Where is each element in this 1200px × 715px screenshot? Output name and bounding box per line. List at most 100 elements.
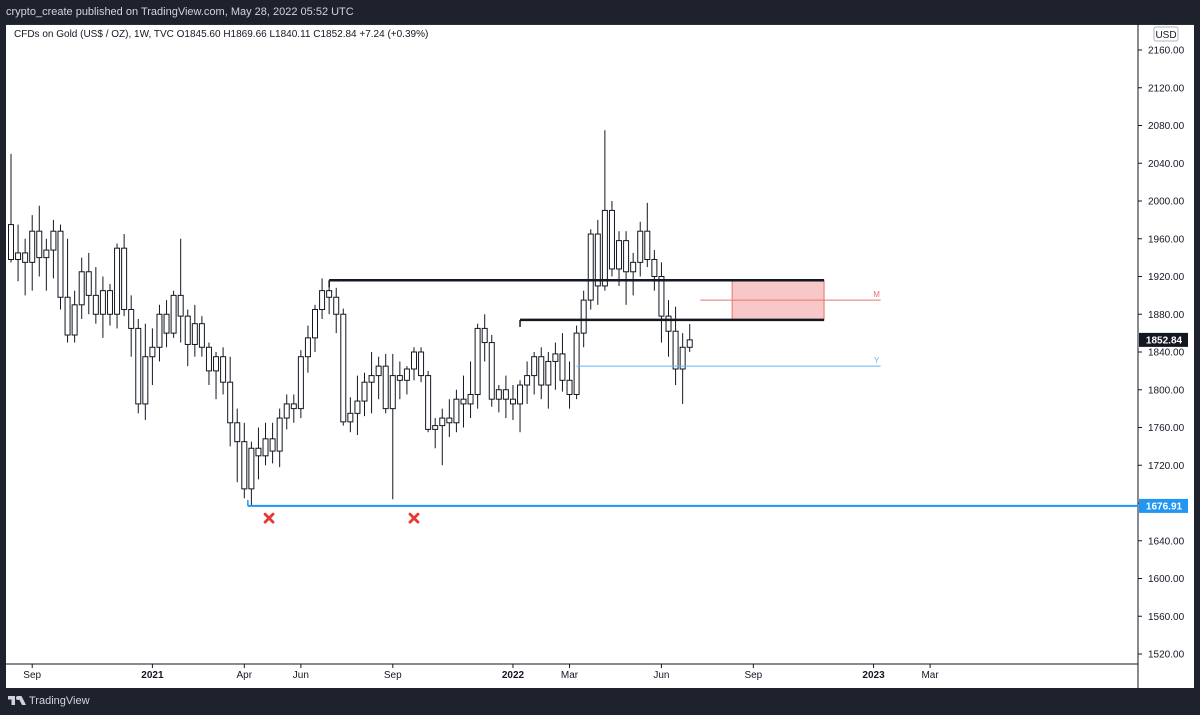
- candle-body: [290, 403, 297, 410]
- y-tick-label: 2080.00: [1148, 121, 1185, 132]
- candle-body: [57, 230, 64, 298]
- y-tick-label: 1920.00: [1148, 272, 1185, 283]
- candle: [276, 408, 283, 468]
- candle-body: [396, 375, 403, 381]
- candle-body: [156, 313, 163, 348]
- candle-body: [142, 356, 149, 405]
- candle: [361, 372, 368, 417]
- candle-body: [410, 351, 417, 370]
- x-tick-label: 2022: [502, 670, 525, 681]
- candle: [509, 385, 516, 420]
- footer-bar: TradingView: [0, 688, 1200, 715]
- candle: [665, 300, 672, 357]
- candle-body: [403, 368, 410, 381]
- candle: [213, 352, 220, 400]
- candle: [425, 370, 432, 433]
- y-tick-label: 1520.00: [1148, 650, 1185, 661]
- candle: [616, 231, 623, 286]
- candle-body: [262, 438, 269, 457]
- candle: [418, 347, 425, 383]
- candle: [340, 308, 347, 426]
- candle-body: [50, 230, 57, 251]
- candle: [297, 350, 304, 419]
- x-tick-label: Jun: [293, 670, 309, 681]
- candle: [227, 356, 234, 447]
- candle: [312, 304, 319, 352]
- candle-body: [531, 356, 538, 377]
- candle-body: [326, 290, 333, 298]
- candle: [651, 250, 658, 291]
- cross-mark-icon: [263, 512, 275, 524]
- candle-body: [679, 346, 686, 370]
- candle: [106, 284, 113, 326]
- candle-body: [495, 389, 502, 400]
- candle-body: [665, 315, 672, 332]
- candle: [587, 229, 594, 310]
- y-tick-label: 1960.00: [1148, 234, 1185, 245]
- y-tick-label: 1600.00: [1148, 574, 1185, 585]
- candle: [22, 238, 29, 296]
- candle: [594, 219, 601, 305]
- candle-body: [36, 230, 43, 259]
- currency-badge[interactable]: [1153, 26, 1179, 42]
- candle: [396, 361, 403, 400]
- candle: [319, 278, 326, 319]
- candle-body: [637, 230, 644, 263]
- candle-body: [467, 393, 474, 405]
- candle-body: [439, 417, 446, 427]
- candle-body: [672, 330, 679, 370]
- y-tick-label: 1800.00: [1148, 385, 1185, 396]
- candle-body: [149, 346, 156, 358]
- candle-body: [78, 271, 85, 306]
- candle-body: [312, 309, 319, 339]
- candle: [644, 202, 651, 268]
- candle: [333, 287, 340, 334]
- candle: [142, 323, 149, 420]
- candle: [177, 238, 184, 343]
- candle-body: [8, 224, 14, 261]
- candle-body: [22, 252, 29, 263]
- candle: [43, 238, 50, 291]
- candle: [552, 342, 559, 390]
- midline-m-label: M: [873, 290, 880, 299]
- candle-body: [269, 438, 276, 452]
- candle-body: [474, 327, 481, 395]
- candle-body: [191, 323, 198, 345]
- candle-body: [276, 417, 283, 452]
- candle: [50, 219, 57, 279]
- candle-body: [594, 233, 601, 287]
- x-tick-label: Apr: [237, 670, 253, 681]
- candle-body: [220, 356, 227, 383]
- candle-body: [623, 240, 630, 273]
- y-tick-label: 2160.00: [1148, 46, 1185, 57]
- y-tick-label: 2120.00: [1148, 83, 1185, 94]
- candle: [495, 385, 502, 413]
- candle-body: [509, 398, 516, 405]
- y-tick-label: 1880.00: [1148, 310, 1185, 321]
- candle-body: [375, 365, 382, 377]
- cross-mark-icon: [408, 512, 420, 524]
- candle: [64, 238, 71, 343]
- tradingview-logo-icon: [8, 696, 26, 705]
- candle-body: [234, 422, 241, 443]
- lines-layer: MY: [247, 279, 1138, 524]
- candle: [601, 130, 608, 291]
- candle-body: [425, 375, 432, 430]
- candle-body: [686, 339, 693, 348]
- candle: [71, 290, 78, 343]
- candle-body: [651, 259, 658, 278]
- candle-body: [177, 294, 184, 317]
- price-chart[interactable]: MY USD 2160.002120.002080.002040.002000.…: [0, 0, 1194, 688]
- y-tick-label: 1720.00: [1148, 461, 1185, 472]
- publish-header: crypto_create published on TradingView.c…: [0, 0, 1200, 25]
- x-tick-label: Mar: [561, 670, 579, 681]
- y-tick-label: 1840.00: [1148, 348, 1185, 359]
- candle-body: [538, 356, 545, 386]
- candle-body: [587, 233, 594, 301]
- candle: [29, 215, 36, 291]
- candle-body: [347, 412, 354, 423]
- candle: [432, 418, 439, 449]
- footer-brand: TradingView: [29, 695, 90, 707]
- candle-body: [608, 209, 615, 270]
